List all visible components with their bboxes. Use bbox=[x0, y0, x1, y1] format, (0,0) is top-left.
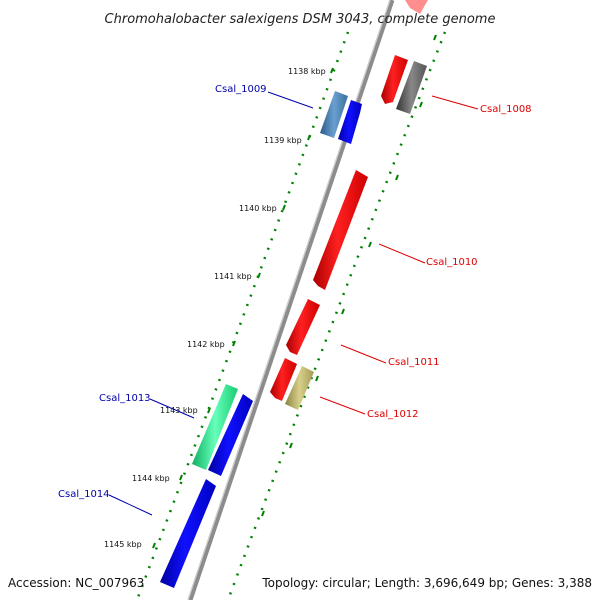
feature-csal-1009-steel[interactable] bbox=[320, 91, 348, 138]
leader-csal-1009 bbox=[267, 91, 314, 109]
major-tick bbox=[341, 308, 345, 315]
label-csal-1008[interactable]: Csal_1008 bbox=[480, 104, 532, 115]
feature-csal-1012-red[interactable] bbox=[270, 358, 297, 401]
genome-backbone bbox=[187, 0, 395, 600]
major-tick bbox=[330, 67, 334, 74]
leader-csal-1012 bbox=[319, 396, 366, 415]
gene-labels: Csal_1008 Csal_1009 Csal_1010 Csal_1011 … bbox=[58, 84, 532, 516]
major-tick bbox=[282, 204, 286, 211]
major-tick bbox=[419, 101, 423, 108]
feature-csal-1011[interactable] bbox=[286, 299, 320, 355]
feature-csal-1007[interactable] bbox=[405, 0, 428, 14]
major-tick bbox=[433, 34, 437, 41]
tick-label-1140: 1140 kbp bbox=[239, 204, 277, 213]
feature-csal-1012-khaki[interactable] bbox=[285, 366, 314, 410]
leader-csal-1014 bbox=[108, 494, 153, 516]
feature-csal-1008-red[interactable] bbox=[381, 55, 408, 104]
tick-label-1142: 1142 kbp bbox=[187, 340, 225, 349]
label-csal-1012[interactable]: Csal_1012 bbox=[367, 409, 419, 420]
map-title: Chromohalobacter salexigens DSM 3043, co… bbox=[105, 12, 496, 27]
leader-csal-1013 bbox=[149, 398, 195, 419]
label-csal-1014[interactable]: Csal_1014 bbox=[58, 489, 110, 500]
major-tick bbox=[289, 442, 293, 449]
feature-csal-1008-gray[interactable] bbox=[396, 61, 427, 114]
tick-label-1145: 1145 kbp bbox=[104, 540, 142, 549]
feature-csal-1009-blue[interactable] bbox=[338, 100, 362, 144]
leader-csal-1008 bbox=[431, 95, 479, 110]
label-csal-1010[interactable]: Csal_1010 bbox=[426, 257, 478, 268]
label-csal-1009[interactable]: Csal_1009 bbox=[215, 84, 267, 95]
accession-text: Accession: NC_007963 bbox=[8, 576, 144, 590]
major-tick bbox=[257, 272, 261, 279]
feature-csal-1010[interactable] bbox=[313, 170, 368, 290]
leader-csal-1010 bbox=[378, 243, 426, 264]
major-tick bbox=[307, 134, 311, 141]
major-tick bbox=[315, 375, 319, 382]
major-tick bbox=[395, 174, 399, 181]
outer-tick-ring bbox=[226, 31, 447, 600]
label-csal-1013[interactable]: Csal_1013 bbox=[99, 393, 151, 404]
tick-label-1141: 1141 kbp bbox=[214, 272, 252, 281]
feature-csal-1013-aqua[interactable] bbox=[192, 384, 238, 470]
tick-label-1138: 1138 kbp bbox=[288, 67, 326, 76]
feature-csal-1014[interactable] bbox=[160, 479, 216, 588]
major-tick bbox=[207, 407, 211, 414]
label-csal-1011[interactable]: Csal_1011 bbox=[388, 357, 440, 368]
major-tick bbox=[232, 340, 236, 347]
tick-label-1143: 1143 kbp bbox=[160, 406, 198, 415]
leader-csal-1011 bbox=[340, 344, 387, 364]
major-tick bbox=[261, 510, 265, 517]
major-tick bbox=[179, 474, 183, 481]
tick-label-1144: 1144 kbp bbox=[132, 474, 170, 483]
major-ticks bbox=[152, 34, 437, 549]
inner-tick-ring bbox=[135, 31, 350, 600]
feature-csal-1013-blue[interactable] bbox=[208, 394, 253, 476]
genome-backbone-highlight bbox=[187, 0, 391, 600]
topology-text: Topology: circular; Length: 3,696,649 bp… bbox=[261, 576, 592, 590]
tick-labels: 1138 kbp 1139 kbp 1140 kbp 1141 kbp 1142… bbox=[104, 67, 326, 549]
major-tick bbox=[368, 241, 372, 248]
major-tick bbox=[152, 542, 156, 549]
tick-label-1139: 1139 kbp bbox=[264, 136, 302, 145]
